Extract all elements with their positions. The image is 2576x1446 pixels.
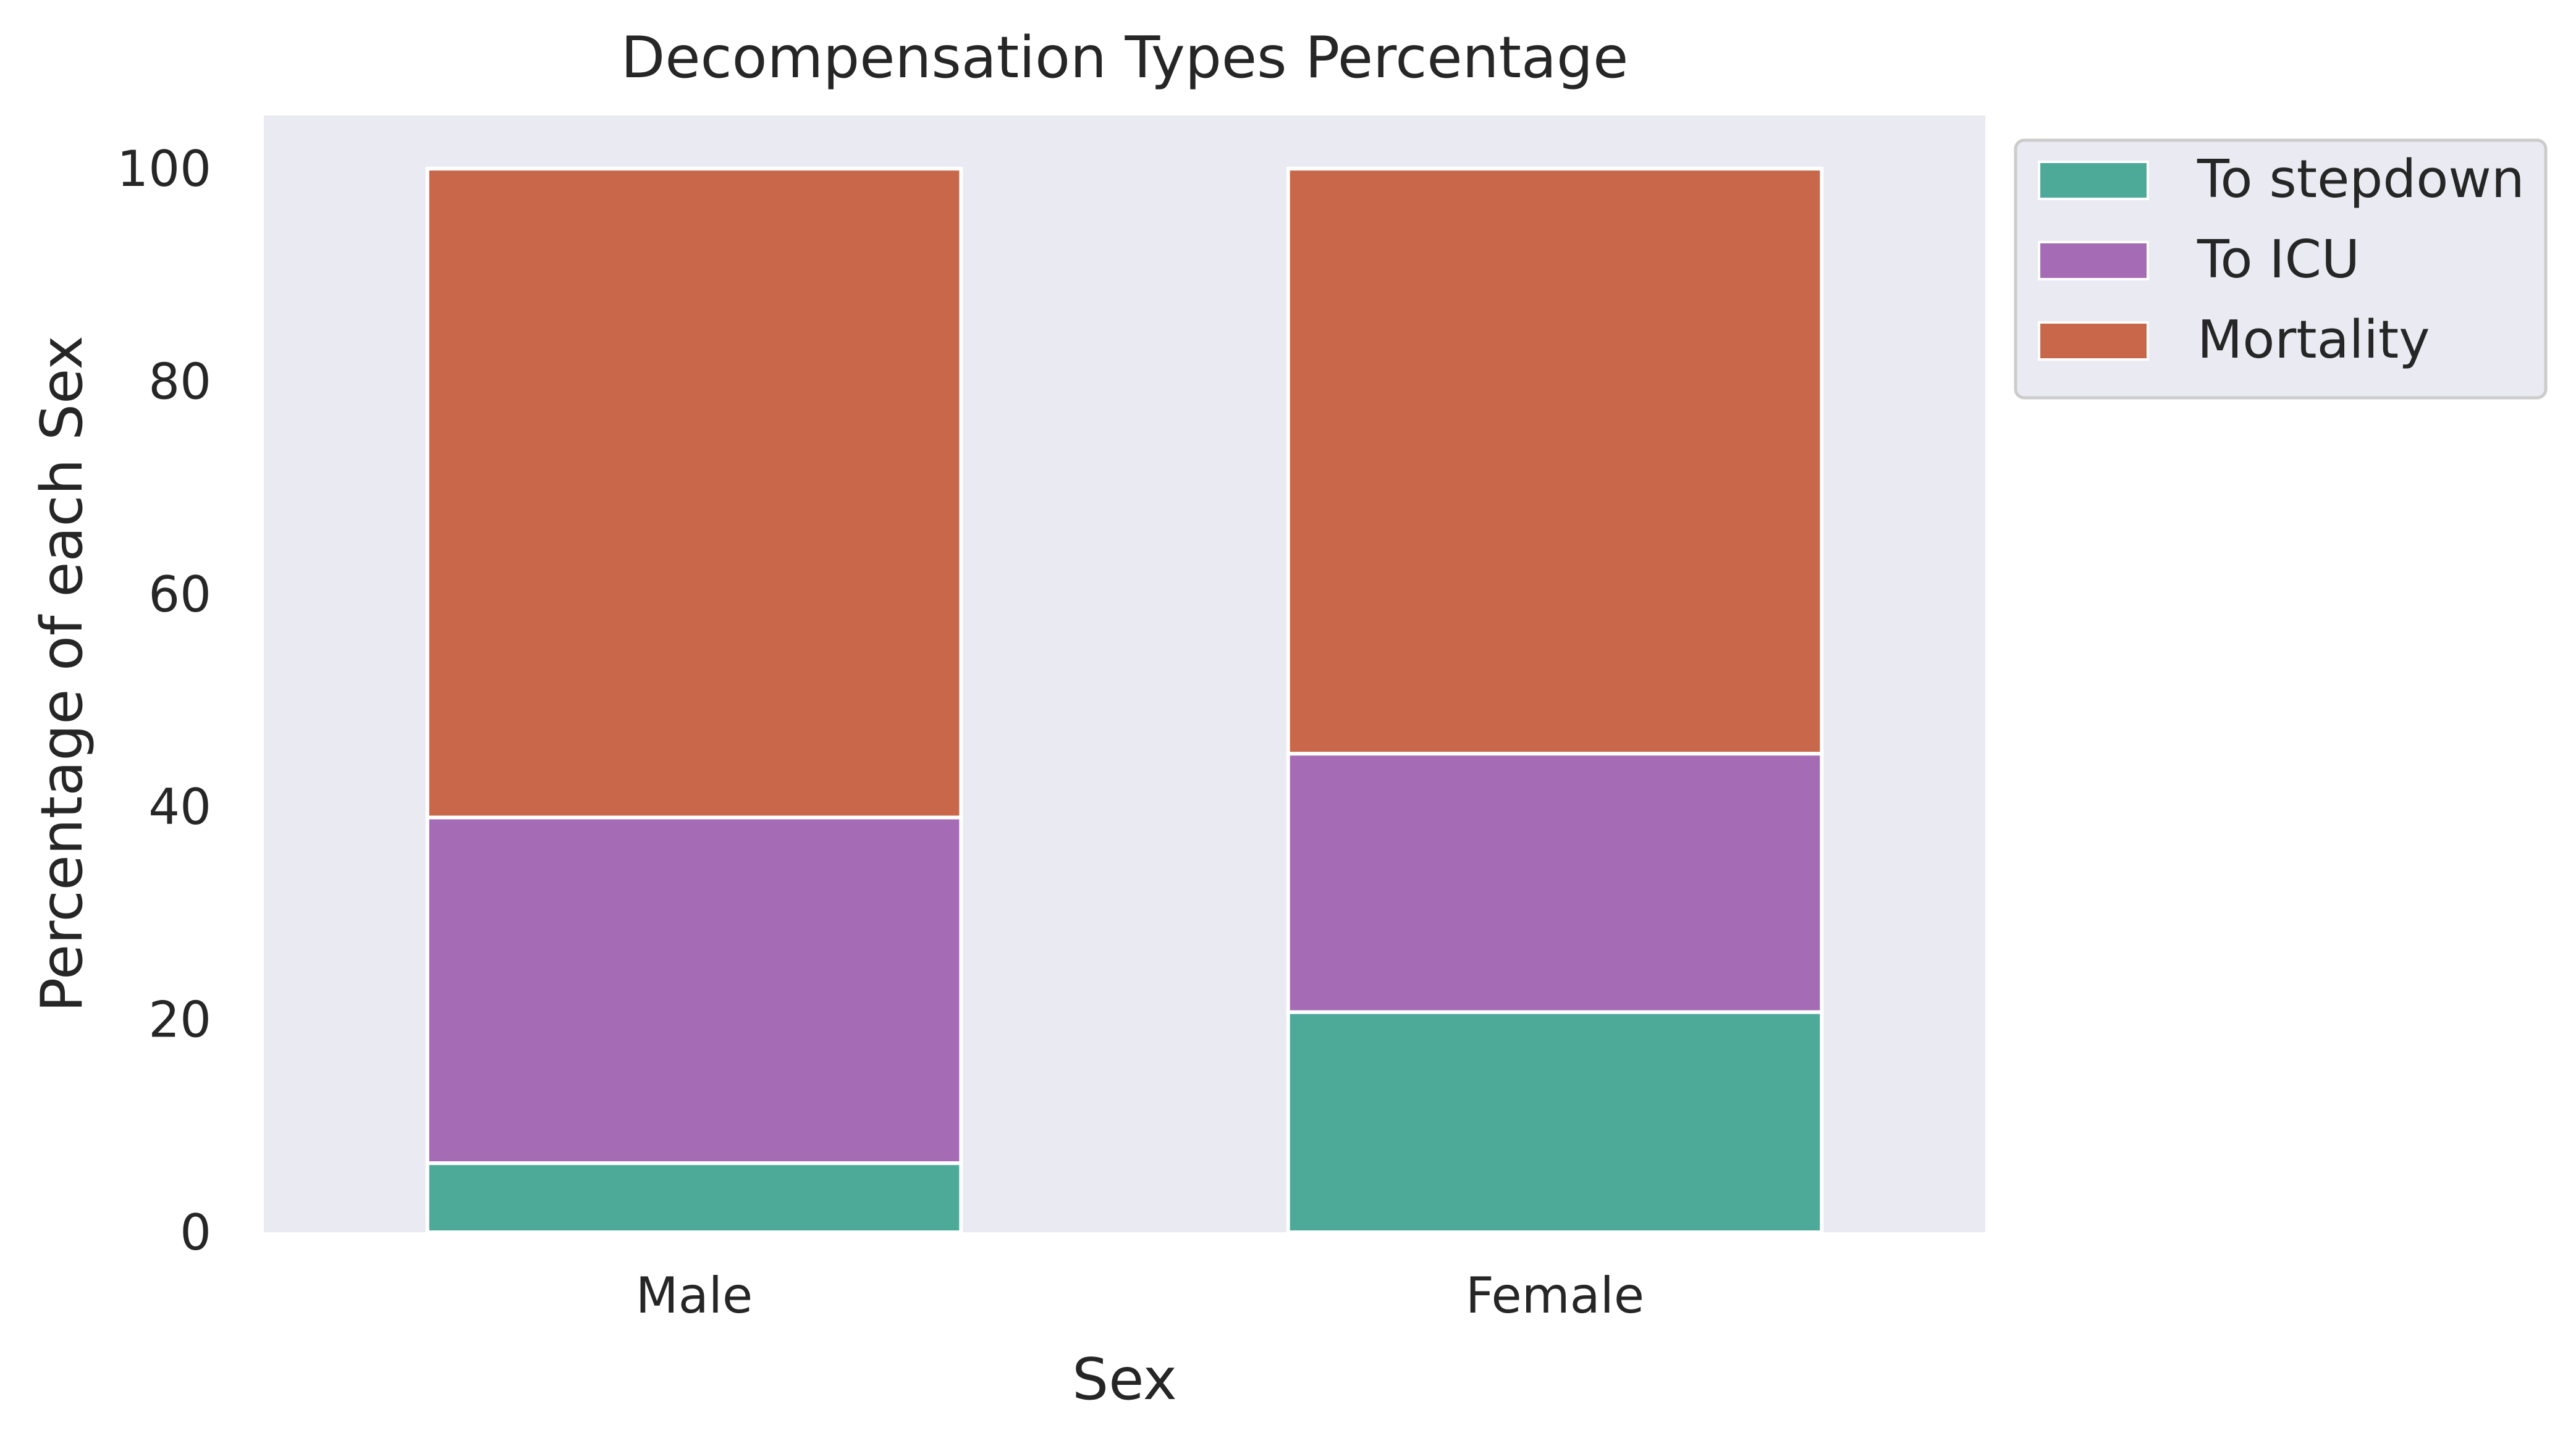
y-ticks: 0 20 40 60 80 100 (117, 140, 211, 1261)
legend-swatch (2038, 241, 2149, 280)
bar-segment-female-to-icu (1286, 752, 1824, 1014)
bar-segment-male-mortality (425, 167, 963, 820)
bars-group (425, 167, 1824, 1234)
legend-swatch (2038, 161, 2149, 200)
y-tick-label: 80 (148, 353, 211, 410)
y-tick-label: 100 (117, 140, 211, 198)
legend-label: To ICU (2197, 229, 2360, 290)
legend: To stepdown To ICU Mortality (2014, 138, 2548, 400)
bar-segment-male-to-icu (425, 815, 963, 1166)
x-tick-label: Male (636, 1267, 753, 1324)
y-tick-label: 20 (148, 991, 211, 1049)
bar-segment-female-mortality (1286, 167, 1824, 756)
x-tick-label: Female (1466, 1267, 1644, 1324)
y-axis-title: Percentage of each Sex (28, 335, 95, 1012)
chart-title: Decompensation Types Percentage (621, 24, 1629, 91)
y-tick-label: 40 (148, 778, 211, 836)
x-ticks: Male Female (636, 1267, 1644, 1324)
legend-label: Mortality (2197, 309, 2430, 371)
legend-swatch (2038, 321, 2149, 361)
x-axis-title: Sex (1072, 1346, 1177, 1413)
bar-segment-male-to-stepdown (425, 1161, 963, 1234)
y-tick-label: 0 (180, 1204, 211, 1261)
y-tick-label: 60 (148, 566, 211, 623)
bar-segment-female-to-stepdown (1286, 1010, 1824, 1234)
legend-label: To stepdown (2197, 149, 2525, 210)
